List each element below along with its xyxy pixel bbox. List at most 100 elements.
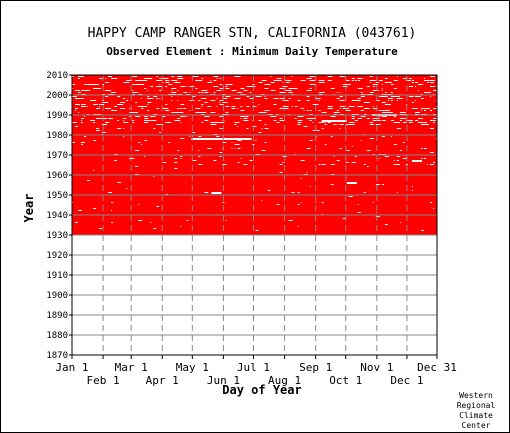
- missing-mark: [318, 82, 325, 83]
- missing-mark: [273, 120, 277, 121]
- missing-mark: [336, 92, 338, 93]
- missing-mark: [156, 206, 160, 207]
- missing-mark: [246, 86, 251, 87]
- missing-mark: [306, 172, 308, 173]
- missing-mark: [162, 116, 166, 117]
- missing-mark: [207, 82, 213, 83]
- missing-mark: [381, 96, 388, 97]
- missing-mark: [108, 118, 114, 119]
- missing-mark: [300, 178, 302, 179]
- missing-mark: [285, 90, 292, 91]
- y-tick-label: 1910: [46, 271, 68, 281]
- missing-mark: [261, 128, 263, 129]
- missing-mark: [432, 108, 439, 109]
- missing-mark: [141, 98, 143, 99]
- missing-mark: [144, 140, 148, 141]
- missing-mark: [396, 98, 403, 99]
- missing-mark: [408, 96, 414, 97]
- missing-mark: [90, 120, 96, 121]
- missing-mark: [81, 144, 84, 145]
- missing-mark: [213, 86, 219, 87]
- missing-mark: [348, 124, 355, 125]
- missing-mark: [87, 106, 89, 107]
- missing-mark: [270, 90, 276, 91]
- missing-mark: [210, 122, 217, 123]
- missing-mark: [147, 104, 149, 105]
- missing-mark: [339, 128, 341, 129]
- missing-mark: [114, 106, 118, 107]
- missing-mark: [132, 90, 134, 91]
- missing-mark: [219, 152, 223, 153]
- missing-mark: [216, 78, 218, 79]
- x-tick-label: Apr 1: [146, 374, 179, 387]
- missing-mark: [237, 144, 240, 145]
- missing-mark: [102, 118, 108, 119]
- missing-mark: [309, 186, 311, 187]
- missing-mark: [360, 110, 364, 111]
- missing-mark: [423, 124, 429, 125]
- missing-mark: [345, 150, 350, 151]
- missing-mark: [222, 96, 224, 97]
- missing-mark: [381, 84, 383, 85]
- missing-mark: [75, 98, 81, 99]
- missing-mark: [375, 100, 380, 101]
- missing-mark: [147, 98, 154, 99]
- missing-mark: [219, 84, 223, 85]
- missing-mark: [384, 224, 388, 225]
- missing-mark: [162, 124, 164, 125]
- missing-mark: [279, 120, 285, 121]
- missing-mark: [348, 84, 351, 85]
- missing-mark: [231, 84, 233, 85]
- missing-mark: [264, 88, 269, 89]
- missing-mark: [210, 80, 212, 81]
- missing-mark: [141, 108, 144, 109]
- missing-mark: [375, 124, 381, 125]
- missing-mark: [93, 170, 95, 171]
- missing-mark: [399, 112, 406, 113]
- missing-mark: [132, 120, 135, 121]
- missing-mark: [177, 90, 179, 91]
- missing-mark: [303, 110, 305, 111]
- missing-mark: [330, 88, 335, 89]
- missing-mark: [198, 80, 203, 81]
- missing-mark: [315, 202, 317, 203]
- missing-mark: [180, 86, 186, 87]
- missing-mark: [96, 130, 101, 131]
- missing-mark: [318, 92, 325, 93]
- missing-mark: [420, 230, 424, 231]
- missing-mark: [252, 102, 254, 103]
- missing-mark: [363, 108, 370, 109]
- x-tick-label: Jan 1: [55, 361, 88, 374]
- missing-mark: [408, 86, 413, 87]
- missing-mark: [264, 128, 269, 129]
- y-axis: 1870 1880 1890 1900 1910 1920 1930 1940 1950 1960…: [46, 71, 72, 361]
- missing-mark: [225, 86, 228, 87]
- missing-mark: [204, 120, 209, 121]
- missing-mark: [144, 78, 150, 79]
- missing-mark: [327, 76, 333, 77]
- missing-mark: [411, 80, 414, 81]
- missing-mark: [372, 118, 376, 119]
- y-tick-label: 1950: [46, 191, 68, 201]
- missing-mark: [342, 218, 346, 219]
- missing-mark: [219, 156, 222, 157]
- missing-mark: [192, 160, 197, 161]
- missing-mark: [171, 100, 173, 101]
- missing-mark: [393, 96, 400, 97]
- missing-mark: [198, 136, 202, 137]
- missing-mark: [156, 124, 163, 125]
- missing-mark: [201, 78, 204, 79]
- missing-mark: [174, 120, 181, 121]
- missing-mark: [219, 100, 224, 101]
- missing-mark: [345, 132, 347, 133]
- missing-mark: [330, 116, 336, 117]
- missing-mark: [141, 144, 143, 145]
- missing-mark: [261, 112, 267, 113]
- missing-mark: [243, 118, 248, 119]
- missing-mark: [366, 166, 369, 167]
- missing-mark: [354, 100, 360, 101]
- y-tick-label: 1930: [46, 231, 68, 241]
- missing-mark: [378, 96, 385, 97]
- missing-mark: [204, 116, 209, 117]
- missing-mark: [93, 140, 97, 141]
